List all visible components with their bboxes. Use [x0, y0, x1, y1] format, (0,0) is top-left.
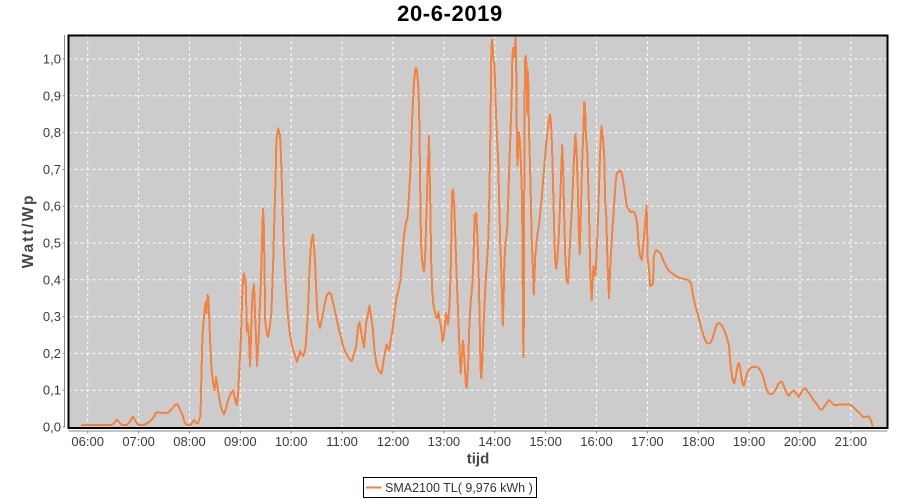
svg-text:08:00: 08:00: [173, 434, 206, 449]
svg-text:15:00: 15:00: [529, 434, 562, 449]
svg-text:1,0: 1,0: [43, 52, 61, 67]
svg-text:0,3: 0,3: [43, 309, 61, 324]
svg-text:17:00: 17:00: [631, 434, 664, 449]
svg-text:tijd: tijd: [467, 451, 490, 468]
svg-text:19:00: 19:00: [733, 434, 766, 449]
svg-text:0,1: 0,1: [43, 383, 61, 398]
svg-text:18:00: 18:00: [682, 434, 715, 449]
svg-text:07:00: 07:00: [122, 434, 155, 449]
svg-text:0,2: 0,2: [43, 346, 61, 361]
svg-text:20:00: 20:00: [784, 434, 817, 449]
svg-text:Watt/Wp: Watt/Wp: [20, 194, 37, 269]
svg-text:13:00: 13:00: [428, 434, 461, 449]
svg-text:16:00: 16:00: [580, 434, 613, 449]
svg-text:12:00: 12:00: [377, 434, 410, 449]
svg-text:10:00: 10:00: [275, 434, 308, 449]
svg-text:06:00: 06:00: [71, 434, 104, 449]
svg-text:0,0: 0,0: [43, 420, 61, 435]
svg-text:0,7: 0,7: [43, 162, 61, 177]
svg-text:21:00: 21:00: [835, 434, 868, 449]
svg-text:09:00: 09:00: [224, 434, 257, 449]
svg-text:0,5: 0,5: [43, 236, 61, 251]
svg-text:0,8: 0,8: [43, 125, 61, 140]
svg-text:0,6: 0,6: [43, 199, 61, 214]
svg-text:SMA2100 TL( 9,976 kWh ): SMA2100 TL( 9,976 kWh ): [385, 481, 533, 495]
svg-text:0,4: 0,4: [43, 272, 61, 287]
svg-text:14:00: 14:00: [478, 434, 511, 449]
svg-text:0,9: 0,9: [43, 88, 61, 103]
svg-text:11:00: 11:00: [326, 434, 358, 449]
